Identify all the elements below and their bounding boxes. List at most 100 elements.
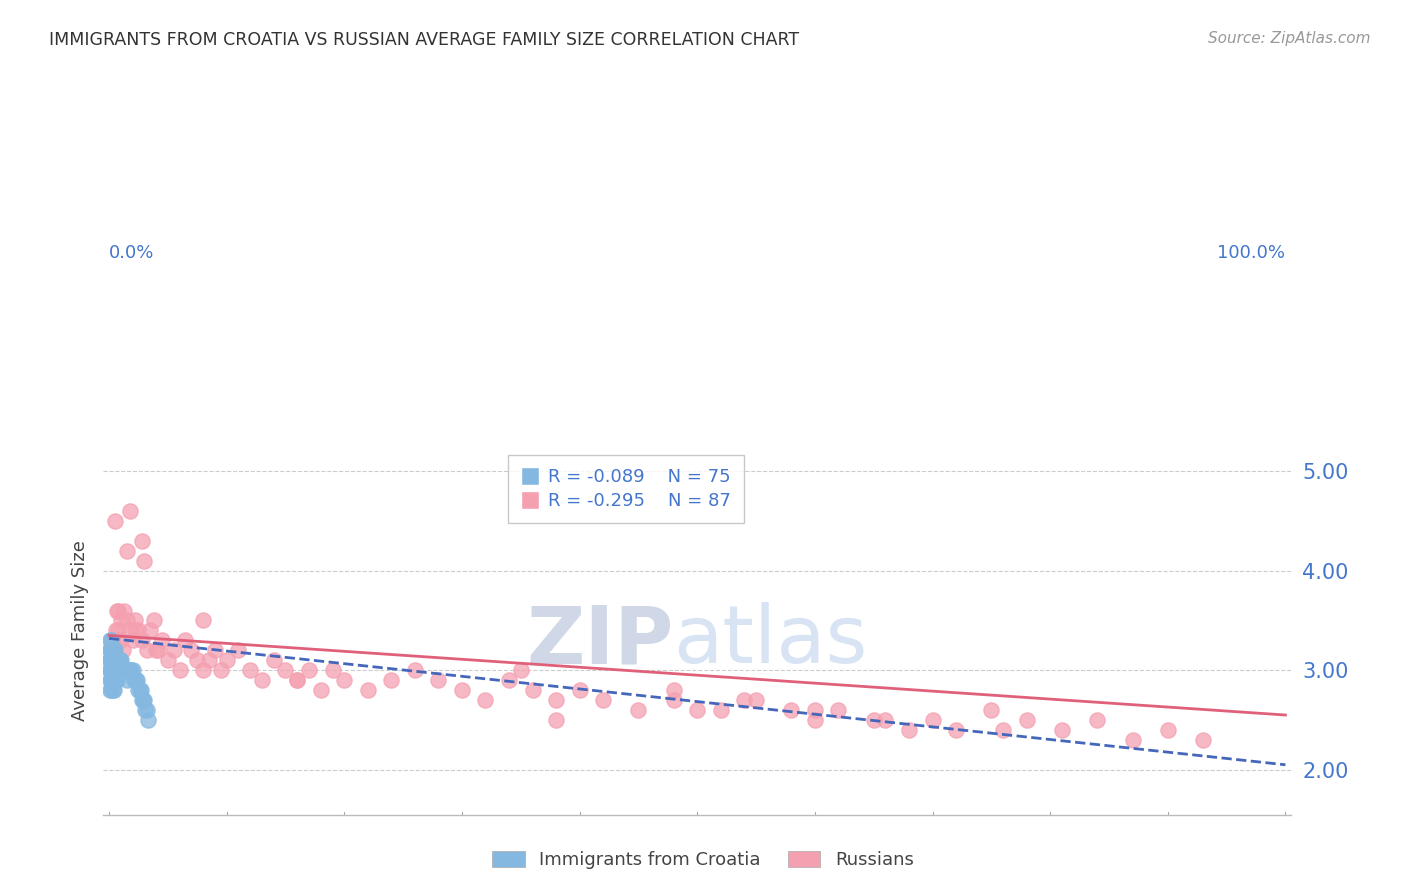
- Point: [804, 713, 827, 727]
- Point: [127, 624, 149, 638]
- Point: [309, 683, 332, 698]
- Point: [115, 614, 138, 628]
- Point: [112, 603, 135, 617]
- Point: [145, 643, 167, 657]
- Point: [129, 683, 152, 698]
- Point: [104, 643, 127, 657]
- Point: [107, 663, 129, 677]
- Point: [733, 693, 755, 707]
- Point: [209, 663, 232, 677]
- Point: [107, 653, 129, 667]
- Point: [285, 673, 308, 688]
- Point: [125, 673, 148, 688]
- Point: [136, 713, 159, 727]
- Point: [103, 663, 125, 677]
- Point: [103, 643, 125, 657]
- Point: [98, 673, 121, 688]
- Point: [105, 673, 128, 688]
- Point: [1085, 713, 1108, 727]
- Point: [115, 673, 138, 688]
- Point: [98, 643, 121, 657]
- Point: [110, 653, 132, 667]
- Point: [131, 633, 153, 648]
- Point: [404, 663, 426, 677]
- Text: IMMIGRANTS FROM CROATIA VS RUSSIAN AVERAGE FAMILY SIZE CORRELATION CHART: IMMIGRANTS FROM CROATIA VS RUSSIAN AVERA…: [49, 31, 800, 49]
- Point: [100, 663, 122, 677]
- Point: [322, 663, 344, 677]
- Point: [120, 624, 142, 638]
- Point: [991, 723, 1014, 737]
- Point: [380, 673, 402, 688]
- Point: [100, 653, 122, 667]
- Point: [98, 663, 121, 677]
- Point: [100, 653, 122, 667]
- Point: [98, 643, 121, 657]
- Point: [98, 683, 121, 698]
- Point: [101, 663, 124, 677]
- Legend: R = -0.089    N = 75, R = -0.295    N = 87: R = -0.089 N = 75, R = -0.295 N = 87: [509, 455, 744, 523]
- Point: [228, 643, 250, 657]
- Point: [239, 663, 262, 677]
- Point: [108, 663, 131, 677]
- Point: [191, 614, 214, 628]
- Point: [112, 643, 135, 657]
- Point: [101, 663, 124, 677]
- Point: [120, 663, 142, 677]
- Point: [98, 633, 121, 648]
- Point: [862, 713, 884, 727]
- Point: [186, 653, 208, 667]
- Point: [1050, 723, 1073, 737]
- Point: [105, 603, 128, 617]
- Point: [103, 653, 125, 667]
- Point: [131, 533, 153, 548]
- Point: [191, 663, 214, 677]
- Point: [124, 624, 146, 638]
- Point: [1192, 732, 1215, 747]
- Point: [544, 693, 567, 707]
- Point: [101, 673, 124, 688]
- Point: [107, 624, 129, 638]
- Point: [115, 543, 138, 558]
- Point: [198, 653, 221, 667]
- Point: [568, 683, 591, 698]
- Point: [544, 713, 567, 727]
- Point: [509, 663, 531, 677]
- Point: [135, 703, 157, 717]
- Point: [104, 673, 127, 688]
- Point: [98, 653, 121, 667]
- Point: [100, 643, 122, 657]
- Point: [215, 653, 238, 667]
- Point: [827, 703, 849, 717]
- Point: [98, 653, 121, 667]
- Point: [105, 653, 128, 667]
- Point: [101, 633, 124, 648]
- Point: [180, 643, 202, 657]
- Point: [105, 663, 128, 677]
- Text: 0.0%: 0.0%: [110, 244, 155, 261]
- Point: [103, 683, 125, 698]
- Point: [101, 643, 124, 657]
- Point: [921, 713, 943, 727]
- Text: atlas: atlas: [673, 602, 868, 681]
- Point: [945, 723, 967, 737]
- Point: [451, 683, 474, 698]
- Point: [107, 603, 129, 617]
- Point: [114, 663, 136, 677]
- Point: [112, 663, 135, 677]
- Point: [139, 624, 162, 638]
- Point: [250, 673, 273, 688]
- Point: [131, 693, 153, 707]
- Point: [110, 633, 132, 648]
- Point: [100, 663, 122, 677]
- Point: [498, 673, 520, 688]
- Point: [101, 653, 124, 667]
- Point: [875, 713, 897, 727]
- Point: [115, 663, 138, 677]
- Point: [127, 673, 149, 688]
- Point: [134, 554, 156, 568]
- Point: [112, 663, 135, 677]
- Point: [169, 663, 191, 677]
- Point: [780, 703, 803, 717]
- Point: [105, 653, 128, 667]
- Point: [804, 703, 827, 717]
